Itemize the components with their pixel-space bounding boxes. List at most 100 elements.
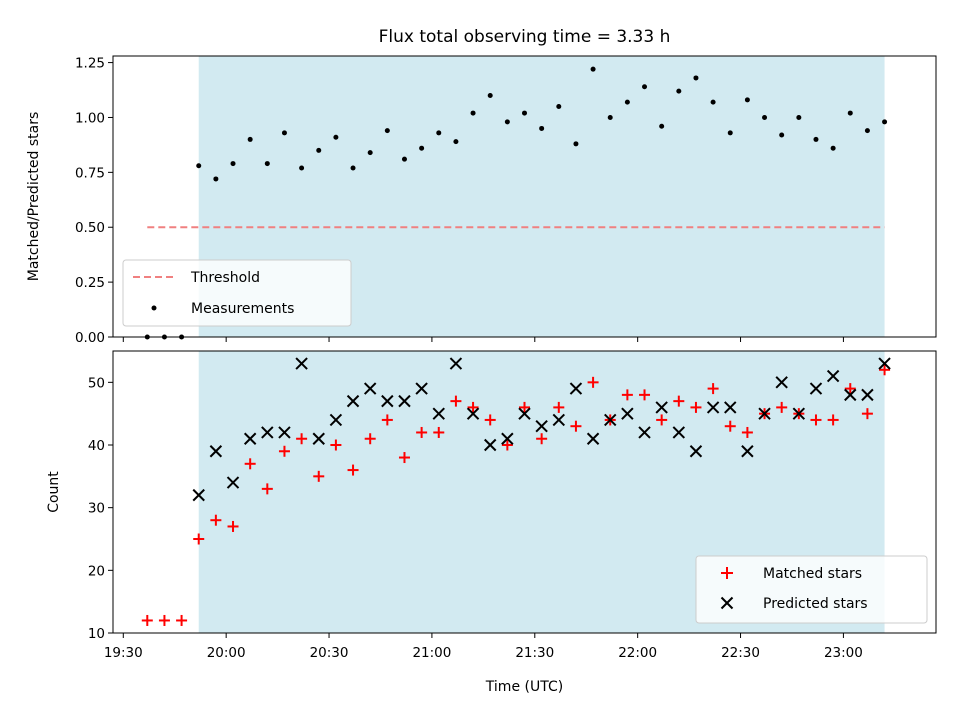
predicted-legend-label: Predicted stars [763,596,868,612]
predicted-point-b [243,432,257,445]
predicted-point-b [826,369,840,383]
predicted-point-b [449,357,463,370]
measurement-point [230,161,236,167]
matched-legend-swatch [721,567,733,579]
predicted-point [312,432,325,445]
top-y-tick-label: 0.00 [75,330,105,346]
measurement-point [693,75,699,81]
matched-point [261,483,273,495]
matched-point [141,614,153,626]
bottom-y-tick-label: 20 [88,563,105,579]
predicted-point-b [706,401,720,414]
matched-point [467,401,479,413]
top-y-tick-label: 0.50 [75,220,105,236]
predicted-point-b [586,432,600,445]
predicted-point-b [501,432,514,445]
predicted-point-b [278,426,291,439]
matched-point [278,445,290,457]
predicted-point-b [809,382,823,395]
matched-point [879,364,891,376]
bottom-panel-frame [112,350,937,634]
matched-point [536,433,548,445]
top-panel: 0.00 0.25 0.50 0.75 1.00 1.25 Matched/Predict… [26,55,937,346]
measurement-point [659,123,665,129]
matched-point [227,520,239,532]
predicted-point [809,382,823,395]
measurement-point [590,66,596,72]
measurement-point [864,128,870,134]
matched-legend-label: Matched stars [763,566,862,582]
top-legend-box [122,259,352,327]
matched-point [484,414,496,426]
bottom-y-tick-label: 50 [88,375,105,391]
predicted-point [586,432,600,445]
matched-point [296,433,308,445]
predicted-point-b [552,413,565,427]
bottom-y-tick-label: 10 [88,626,105,642]
measurement-point [213,176,219,182]
predicted-point-b [346,394,360,408]
measurement-point [196,163,202,169]
predicted-point-b [604,413,617,427]
matched-point [673,395,685,407]
predicted-point [243,432,257,445]
predicted-point [604,413,617,427]
measurement-point [333,134,339,140]
matched-point [450,395,462,407]
top-y-tick-label: 1.25 [75,56,105,72]
matched-point [844,383,856,395]
x-axis-label: Time (UTC) [485,679,563,695]
predicted-point-b [672,426,686,439]
measurement-point [727,130,733,136]
predicted-point [638,426,651,439]
measurement-point [882,119,888,125]
measurement-point [847,110,853,116]
predicted-point [449,357,463,370]
matched-point [398,452,410,464]
x-tick-label: 23:00 [824,645,863,661]
predicted-point [484,438,497,452]
predicted-point-b [861,388,874,402]
predicted-point-b [621,407,634,420]
predicted-point [226,476,240,489]
chart-title: Flux total observing time = 3.33 h [379,27,671,47]
measurement-point [762,114,768,120]
bottom-y-ticks: 10 20 30 40 50 [88,375,113,642]
matched-point [158,614,170,626]
matched-point [724,420,736,432]
x-tick-label: 20:00 [207,645,246,661]
bottom-y-tick-label: 30 [88,501,105,517]
predicted-point-b [363,382,377,395]
measurement-point [779,132,785,138]
predicted-point [552,413,565,427]
matched-point [433,426,445,438]
predicted-point [861,388,874,402]
measurement-point [281,130,287,136]
matched-point [347,464,359,476]
predicted-point-b [535,419,548,433]
predicted-point [724,401,737,414]
predicted-point-b [741,445,754,458]
measurement-point [487,93,493,99]
measurement-point [470,110,476,116]
matched-point [176,614,188,626]
bottom-legend-box [695,555,928,624]
bottom-y-tick-label: 40 [88,438,105,454]
predicted-point [278,426,291,439]
predicted-point [192,488,205,502]
predicted-legend-swatch [720,596,734,610]
predicted-point [621,407,634,420]
measurement-point [607,114,613,120]
predicted-point-b [689,445,703,458]
predicted-point [329,413,343,427]
matched-point [416,426,428,438]
x-tick-label: 19:30 [104,645,143,661]
predicted-point [398,394,411,408]
matched-point [621,389,633,401]
predicted-point [501,432,514,445]
predicted-point-b [381,394,394,408]
measurement-point [813,136,819,142]
predicted-point [792,407,806,420]
bottom-legend: Matched stars Predicted stars [695,555,928,624]
